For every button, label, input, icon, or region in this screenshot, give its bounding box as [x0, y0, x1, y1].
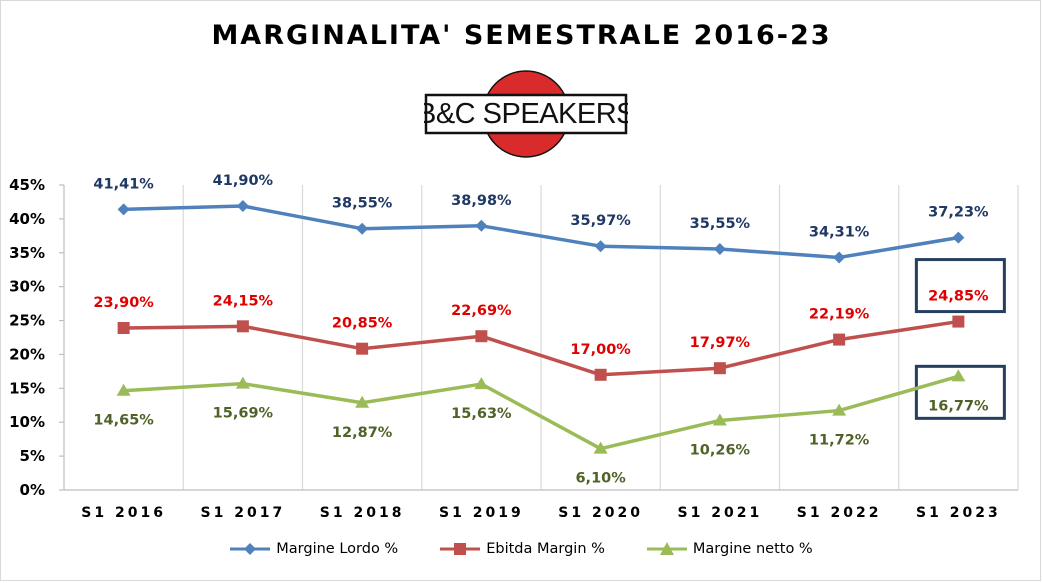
data-label: 12,87% [332, 425, 393, 441]
data-label: 15,63% [451, 406, 512, 422]
data-point [116, 383, 131, 396]
logo-text: B&C SPEAKERS [424, 98, 628, 130]
data-label: 35,55% [690, 216, 751, 232]
y-tick-label: 30% [9, 278, 45, 296]
data-label: 34,31% [809, 224, 870, 240]
data-label: 22,69% [451, 303, 512, 319]
series-line [123, 374, 959, 451]
axes: 0% 5% 10% 15% 20% 25% 30% 35% 40% 45% S1 2016 S1 20… [9, 176, 1018, 521]
y-tick-label: 10% [9, 413, 45, 431]
data-point [474, 377, 489, 390]
data-point [236, 320, 249, 333]
x-tick-label: S1 2022 [797, 505, 882, 521]
y-tick-label: 20% [9, 345, 45, 363]
highlight-box [914, 364, 1006, 420]
legend-item: Ebitda Margin % [440, 541, 605, 557]
legend-marker [646, 542, 687, 555]
data-label: 38,55% [332, 196, 393, 212]
y-tick-label: 25% [9, 312, 45, 330]
legend-item: Margine Lordo % [230, 541, 398, 557]
data-label: 14,65% [93, 413, 154, 429]
data-label: 23,90% [93, 295, 154, 311]
data-point [594, 368, 607, 381]
data-label: 16,77% [928, 398, 989, 414]
data-label: 41,90% [213, 173, 274, 189]
data-point [713, 243, 726, 256]
data-point [833, 333, 846, 346]
x-tick-label: S1 2019 [439, 505, 524, 521]
data-label: 6,10% [575, 471, 626, 487]
y-tick-label: 0% [20, 481, 45, 499]
data-label: 38,98% [451, 193, 512, 209]
data-label: 41,41% [93, 176, 154, 192]
y-tick-label: 40% [9, 210, 45, 228]
data-label: 11,72% [809, 433, 870, 449]
data-point [356, 342, 369, 355]
series [116, 200, 966, 454]
company-logo: B&C SPEAKERS [424, 70, 628, 158]
y-tick-label: 5% [20, 447, 45, 465]
data-point [235, 376, 250, 389]
data-point [594, 240, 607, 253]
data-label: 22,19% [809, 307, 870, 323]
data-point [952, 315, 965, 328]
logo-box [424, 93, 628, 135]
data-label: 10,26% [690, 442, 751, 458]
data-point [593, 441, 608, 454]
data-point [951, 369, 966, 382]
y-tick-label: 35% [9, 244, 45, 262]
x-tick-label: S1 2016 [81, 505, 166, 521]
data-label: 24,85% [928, 289, 989, 305]
legend-marker [440, 543, 481, 555]
data-label: 17,00% [570, 342, 631, 358]
data-label: 37,23% [928, 205, 989, 221]
y-tick-label: 45% [9, 176, 45, 194]
data-point [713, 362, 726, 375]
data-point [236, 200, 249, 213]
highlight-boxes [914, 258, 1006, 420]
series-line [123, 319, 959, 377]
data-point [356, 222, 369, 235]
data-point [475, 219, 488, 232]
data-point [952, 231, 965, 244]
data-labels: 41,41% 41,90% 38,55% 38,98% 35,97% 35,55% 34,3… [93, 173, 989, 487]
legend: Margine Lordo % Ebitda Margin % Margine ne… [0, 541, 1043, 557]
data-label: 24,15% [213, 293, 274, 309]
legend-marker [230, 543, 271, 555]
y-tick-label: 15% [9, 379, 45, 397]
data-point [117, 203, 130, 216]
data-label: 17,97% [690, 335, 751, 351]
series-line [123, 204, 959, 260]
data-point [117, 322, 130, 335]
legend-label: Margine Lordo % [276, 541, 399, 557]
data-point [832, 403, 847, 416]
legend-item: Margine netto % [646, 541, 813, 557]
x-tick-label: S1 2021 [678, 505, 763, 521]
data-label: 15,69% [213, 406, 274, 422]
data-point [475, 330, 488, 343]
legend-label: Margine netto % [692, 541, 813, 557]
chart-title: MARGINALITA' SEMESTRALE 2016-23 [211, 20, 832, 51]
x-tick-label: S1 2017 [201, 505, 286, 521]
x-tick-label: S1 2020 [558, 505, 643, 521]
data-label: 35,97% [570, 213, 631, 229]
legend-label: Ebitda Margin % [486, 541, 605, 557]
data-point [355, 395, 370, 408]
data-label: 20,85% [332, 316, 393, 332]
data-point [712, 413, 727, 426]
data-point [833, 251, 846, 264]
highlight-box [914, 258, 1006, 314]
x-tick-label: S1 2023 [916, 505, 1001, 521]
x-tick-label: S1 2018 [320, 505, 405, 521]
